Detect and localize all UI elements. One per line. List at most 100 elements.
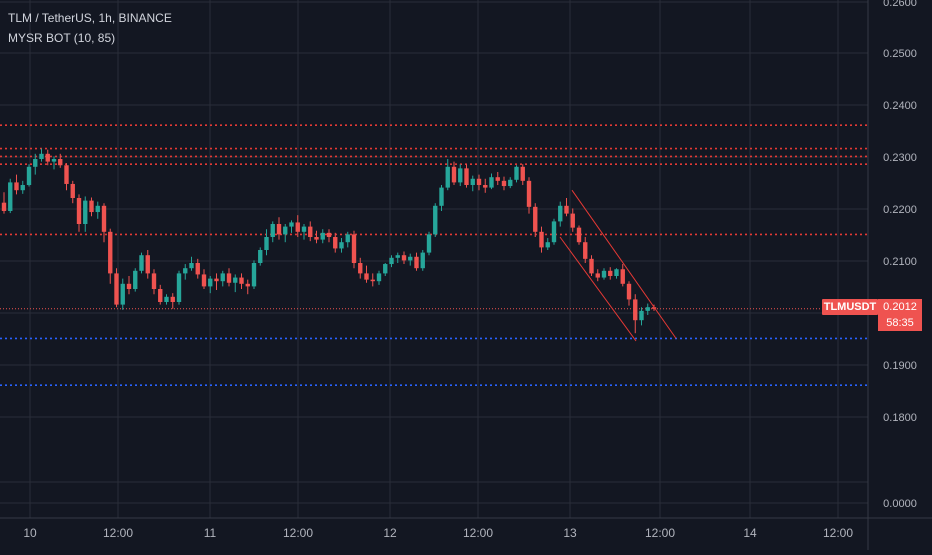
candle-body bbox=[214, 278, 219, 282]
candle-body bbox=[170, 296, 175, 302]
x-tick-label: 14 bbox=[743, 526, 757, 540]
candle-body bbox=[389, 257, 394, 265]
candle-body bbox=[595, 273, 600, 278]
candle-body bbox=[314, 237, 319, 240]
candle-body bbox=[289, 222, 294, 227]
candle-body bbox=[426, 234, 432, 253]
candle-body bbox=[545, 242, 550, 248]
candle-body bbox=[208, 278, 213, 287]
candle-body bbox=[201, 274, 207, 287]
candle-body bbox=[283, 226, 288, 235]
candle-body bbox=[408, 256, 413, 261]
candle-body bbox=[58, 159, 63, 166]
candle-body bbox=[533, 206, 538, 232]
candle-body bbox=[358, 263, 363, 274]
y-tick-label: 0.1800 bbox=[883, 412, 917, 424]
candle-body bbox=[651, 307, 657, 309]
candle-body bbox=[308, 226, 313, 237]
candle-body bbox=[233, 277, 238, 283]
candle-body bbox=[470, 178, 475, 185]
candle-body bbox=[508, 179, 513, 187]
channel-upper-line bbox=[571, 189, 677, 339]
candle-body bbox=[1, 202, 7, 211]
candle-body bbox=[20, 185, 25, 191]
candle-body bbox=[189, 263, 194, 269]
symbol-title[interactable]: TLM / TetherUS, 1h, BINANCE bbox=[8, 11, 172, 25]
candle-body bbox=[333, 237, 338, 249]
candle-body bbox=[151, 273, 157, 289]
x-tick-label: 12:00 bbox=[823, 526, 853, 540]
candle-body bbox=[351, 234, 357, 263]
candle-body bbox=[614, 269, 619, 276]
candle-body bbox=[220, 273, 225, 282]
candle-body bbox=[239, 277, 244, 284]
candle-body bbox=[264, 237, 269, 250]
candle-body bbox=[33, 159, 38, 167]
candle-body bbox=[626, 283, 632, 300]
candle-body bbox=[158, 289, 163, 302]
candle-body bbox=[501, 180, 507, 187]
candle-body bbox=[376, 273, 382, 282]
candle-body bbox=[364, 273, 369, 280]
candle-body bbox=[445, 166, 450, 188]
x-tick-label: 12 bbox=[383, 526, 397, 540]
candle-body bbox=[383, 264, 388, 274]
x-tick-label: 11 bbox=[204, 526, 217, 540]
candle-body bbox=[483, 185, 488, 188]
candle-body bbox=[108, 231, 113, 274]
candle-body bbox=[89, 200, 94, 213]
symbol-price-label: TLMUSDT bbox=[822, 299, 878, 315]
candle-body bbox=[420, 252, 425, 269]
y-tick-label: 0.2500 bbox=[883, 48, 917, 60]
candle-body bbox=[83, 200, 88, 224]
y-tick-label: 0.2400 bbox=[883, 100, 917, 112]
candle-body bbox=[101, 205, 107, 232]
candle-body bbox=[39, 153, 44, 159]
candle-body bbox=[589, 258, 594, 274]
candle-body bbox=[183, 268, 188, 274]
candle-body bbox=[276, 224, 282, 235]
candle-body bbox=[45, 153, 50, 162]
candle-body bbox=[451, 166, 457, 183]
y-tick-label: 0.1900 bbox=[883, 360, 917, 372]
candle-body bbox=[270, 224, 275, 237]
candle-body bbox=[458, 168, 463, 183]
candle-body bbox=[114, 273, 119, 305]
candle-body bbox=[645, 307, 650, 311]
y-tick-label: 0.2100 bbox=[883, 256, 917, 268]
candle-body bbox=[226, 273, 232, 283]
candle-body bbox=[601, 270, 607, 278]
candle-body bbox=[164, 296, 169, 302]
x-tick-label: 12:00 bbox=[283, 526, 313, 540]
candle-body bbox=[64, 165, 69, 184]
candle-body bbox=[620, 269, 625, 284]
candle-body bbox=[520, 166, 525, 181]
candle-body bbox=[539, 231, 544, 248]
candle-body bbox=[126, 283, 132, 289]
candle-body bbox=[489, 177, 494, 188]
candle-body bbox=[564, 205, 569, 214]
candle-body bbox=[295, 222, 300, 232]
candle-body bbox=[433, 205, 438, 235]
candle-body bbox=[14, 182, 19, 191]
indicator-title[interactable]: MYSR BOT (10, 85) bbox=[8, 31, 116, 45]
candle-body bbox=[526, 180, 532, 207]
candle-body bbox=[245, 283, 250, 287]
candle-body bbox=[633, 299, 638, 321]
candle-body bbox=[476, 178, 482, 185]
candle-body bbox=[401, 255, 407, 261]
candle-body bbox=[26, 166, 32, 185]
candle-body bbox=[570, 213, 575, 228]
candle-body bbox=[133, 270, 138, 289]
candle-body bbox=[251, 263, 257, 287]
candle-body bbox=[258, 250, 263, 263]
chart-legend: TLM / TetherUS, 1h, BINANCE MYSR BOT (10… bbox=[8, 8, 172, 48]
candle-body bbox=[639, 310, 644, 321]
x-tick-label: 12:00 bbox=[103, 526, 133, 540]
candle-body bbox=[558, 205, 563, 222]
channel-lower-line bbox=[559, 236, 637, 342]
candle-body bbox=[320, 232, 325, 240]
